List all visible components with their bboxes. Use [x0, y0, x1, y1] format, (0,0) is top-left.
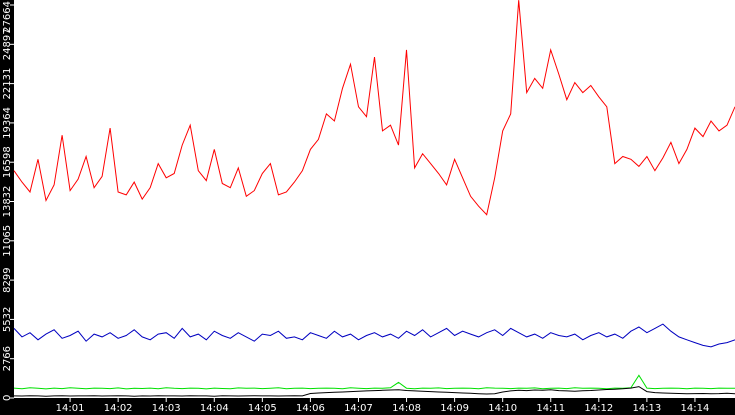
x-axis-strip	[0, 398, 735, 415]
x-tick-label: 14:13	[632, 403, 661, 414]
x-tick-label: 14:07	[344, 403, 373, 414]
x-tick-label: 14:06	[296, 403, 325, 414]
x-tick-label: 14:02	[104, 403, 133, 414]
y-tick-label: 16598	[2, 146, 13, 178]
y-tick-label: 22131	[2, 68, 13, 100]
y-tick-label: 5532	[2, 307, 13, 332]
y-tick-label: 27664	[2, 1, 13, 33]
x-tick-label: 14:12	[584, 403, 613, 414]
y-tick-label: 8299	[2, 267, 13, 292]
x-tick-label: 14:04	[200, 403, 229, 414]
series-line	[13, 386, 735, 397]
x-tick-label: 14:10	[488, 403, 517, 414]
series-line	[13, 0, 735, 216]
series-line	[13, 374, 735, 390]
x-tick-label: 14:11	[536, 403, 565, 414]
y-tick-label: 19364	[2, 107, 13, 139]
y-tick-label: 13832	[2, 186, 13, 218]
y-tick-label: 0	[2, 395, 13, 401]
y-axis-strip	[0, 0, 14, 415]
x-tick-label: 14:14	[681, 403, 710, 414]
x-tick-label: 14:05	[248, 403, 277, 414]
x-tick-label: 14:01	[56, 403, 85, 414]
x-tick-label: 14:09	[440, 403, 469, 414]
y-tick-label: 2766	[2, 346, 13, 371]
series-line	[13, 323, 735, 348]
y-tick-label: 11065	[2, 225, 13, 257]
y-tick-label: 24897	[2, 28, 13, 60]
x-tick-label: 14:08	[392, 403, 421, 414]
x-tick-label: 14:03	[152, 403, 181, 414]
